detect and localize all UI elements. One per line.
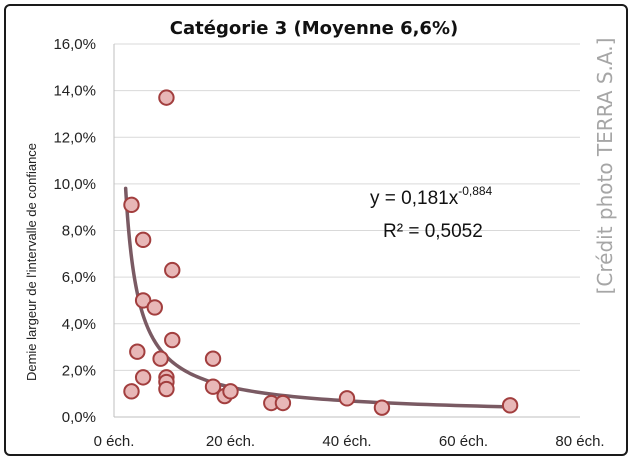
- data-point: [204, 350, 222, 367]
- y-tick-label: 8,0%: [62, 223, 96, 240]
- r-squared-label: R² = 0,5052: [383, 221, 483, 242]
- data-point: [222, 383, 239, 400]
- data-point: [501, 397, 519, 414]
- trendline: [123, 186, 512, 409]
- data-point: [158, 89, 175, 106]
- axis-layer: 0,0% 2,0% 4,0% 6,0% 8,0% 10,0% 12,0% 14,0% 16,0%…: [53, 36, 604, 450]
- equation-base: y = 0,181x: [370, 188, 459, 209]
- trendline-equation: y = 0,181x-0,884: [370, 184, 493, 209]
- chart-title: Catégorie 3 (Moyenne 6,6%): [170, 18, 458, 39]
- data-point: [134, 231, 152, 249]
- data-point: [338, 390, 356, 407]
- y-axis-label: Demie largeur de l'intervalle de confian…: [24, 143, 39, 381]
- data-point: [134, 292, 152, 309]
- x-tick-label: 0 éch.: [94, 433, 135, 450]
- x-tick-label: 80 éch.: [555, 433, 604, 450]
- y-tick-label: 14,0%: [53, 83, 96, 100]
- data-point: [274, 394, 292, 412]
- y-tick-label: 6,0%: [62, 269, 96, 286]
- data-point: [158, 380, 175, 398]
- data-point: [146, 299, 163, 316]
- y-tick-label: 10,0%: [53, 176, 96, 193]
- x-tick-label: 20 éch.: [206, 433, 255, 450]
- y-tick-label: 2,0%: [62, 362, 96, 379]
- data-point: [373, 399, 391, 416]
- trendline-layer: [123, 186, 512, 409]
- points-layer: [123, 89, 519, 416]
- x-tick-label: 60 éch.: [439, 433, 488, 450]
- data-point: [164, 261, 181, 279]
- data-point: [123, 383, 140, 400]
- data-point: [152, 350, 169, 367]
- data-point: [204, 378, 222, 395]
- photo-credit: [Crédit photo TERRA S.A.]: [593, 38, 617, 295]
- y-tick-label: 0,0%: [62, 409, 96, 426]
- grid-layer: [114, 43, 580, 371]
- data-point: [123, 196, 140, 214]
- data-point: [164, 331, 181, 349]
- y-tick-label: 16,0%: [53, 36, 96, 53]
- y-tick-label: 12,0%: [53, 129, 96, 146]
- x-tick-label: 40 éch.: [322, 433, 371, 450]
- data-point: [129, 343, 146, 360]
- data-point: [134, 369, 152, 386]
- equation-exponent: -0,884: [458, 184, 492, 198]
- y-tick-label: 4,0%: [62, 316, 96, 333]
